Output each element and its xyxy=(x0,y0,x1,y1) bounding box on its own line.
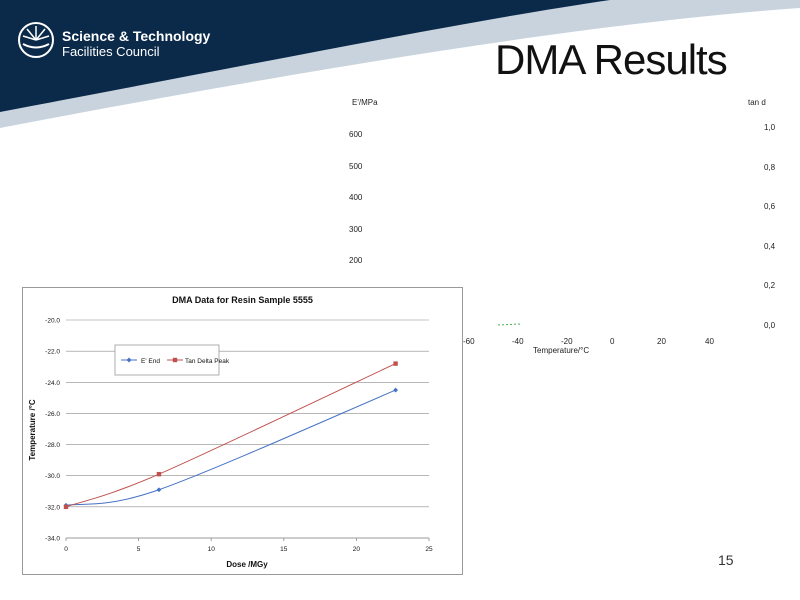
y-tick-label: -20.0 xyxy=(45,318,60,325)
y-tick-label: -30.0 xyxy=(45,473,60,480)
series-line-e-end xyxy=(65,389,396,506)
x-tick-label: 0 xyxy=(610,337,615,346)
data-point-tan-delta-peak xyxy=(156,471,162,477)
legend-swatch-tan-delta-marker xyxy=(172,357,178,363)
y-tick-label: -26.0 xyxy=(45,411,60,418)
y-tick-label: -32.0 xyxy=(45,504,60,511)
x-tick-label: -60 xyxy=(463,337,475,346)
series-line-tan-delta-peak xyxy=(65,363,396,508)
x-tick-label: 40 xyxy=(705,337,714,346)
page-number: 15 xyxy=(718,552,734,568)
right-tick-label: 0,4 xyxy=(764,242,776,251)
y-tick-label: -24.0 xyxy=(45,380,60,387)
slide-title: DMA Results xyxy=(495,36,728,83)
right-tick-label: 1,0 xyxy=(764,123,776,132)
x-tick-label: 0 xyxy=(64,546,68,553)
x-tick-label: 20 xyxy=(657,337,666,346)
x-axis-title: Dose /MGy xyxy=(226,560,268,569)
x-tick-label: 20 xyxy=(353,546,361,553)
data-point-tan-delta-peak xyxy=(393,361,398,366)
right-tick-label: 0,6 xyxy=(764,202,776,211)
data-point-e-end xyxy=(156,487,162,493)
left-tick-label: 600 xyxy=(349,130,363,139)
org-name-line2: Facilities Council xyxy=(62,44,160,59)
y-tick-label: -34.0 xyxy=(45,536,60,543)
x-tick-label: 15 xyxy=(280,546,288,553)
chart-title: DMA Data for Resin Sample 5555 xyxy=(172,295,313,305)
sunburst-logo-icon xyxy=(18,22,54,58)
data-point-e-end xyxy=(393,387,399,393)
legend-label-e-end: E' End xyxy=(141,358,160,365)
x-tick-label: 25 xyxy=(425,546,433,553)
header-banner xyxy=(0,0,800,128)
x-tick-label: 10 xyxy=(208,546,216,553)
x-tick-label: -40 xyxy=(512,337,524,346)
dma-chart: DMA Data for Resin Sample 5555 Temperatu… xyxy=(22,287,463,575)
left-tick-label: 500 xyxy=(349,162,363,171)
right-tick-label: 0,8 xyxy=(764,163,776,172)
left-tick-label: 300 xyxy=(349,225,363,234)
x-axis-label: Temperature/°C xyxy=(533,346,590,355)
org-name-line1: Science & Technology xyxy=(62,28,211,44)
left-tick-label: 200 xyxy=(349,256,363,265)
faint-plot-mark xyxy=(497,323,521,326)
y-tick-label: -28.0 xyxy=(45,442,60,449)
data-point-tan-delta-peak xyxy=(63,504,69,510)
y-tick-label: -22.0 xyxy=(45,349,60,356)
left-axis-label: E'/MPa xyxy=(352,98,378,107)
legend-swatch-e-end-marker xyxy=(126,357,132,363)
left-tick-label: 400 xyxy=(349,193,363,202)
y-axis-title: Temperature /°C xyxy=(28,399,37,461)
right-axis-label: tan d xyxy=(748,98,766,107)
chart-svg: DMA Data for Resin Sample 5555 Temperatu… xyxy=(28,295,433,569)
stfc-logo: Science & Technology Facilities Council xyxy=(16,18,210,62)
right-tick-label: 0,2 xyxy=(764,281,776,290)
x-tick-label: -20 xyxy=(561,337,573,346)
legend: E' End Tan Delta Peak xyxy=(114,344,230,376)
x-tick-label: 5 xyxy=(137,546,141,553)
right-tick-label: 0,0 xyxy=(764,321,776,330)
legend-label-tan-delta: Tan Delta Peak xyxy=(185,358,230,365)
